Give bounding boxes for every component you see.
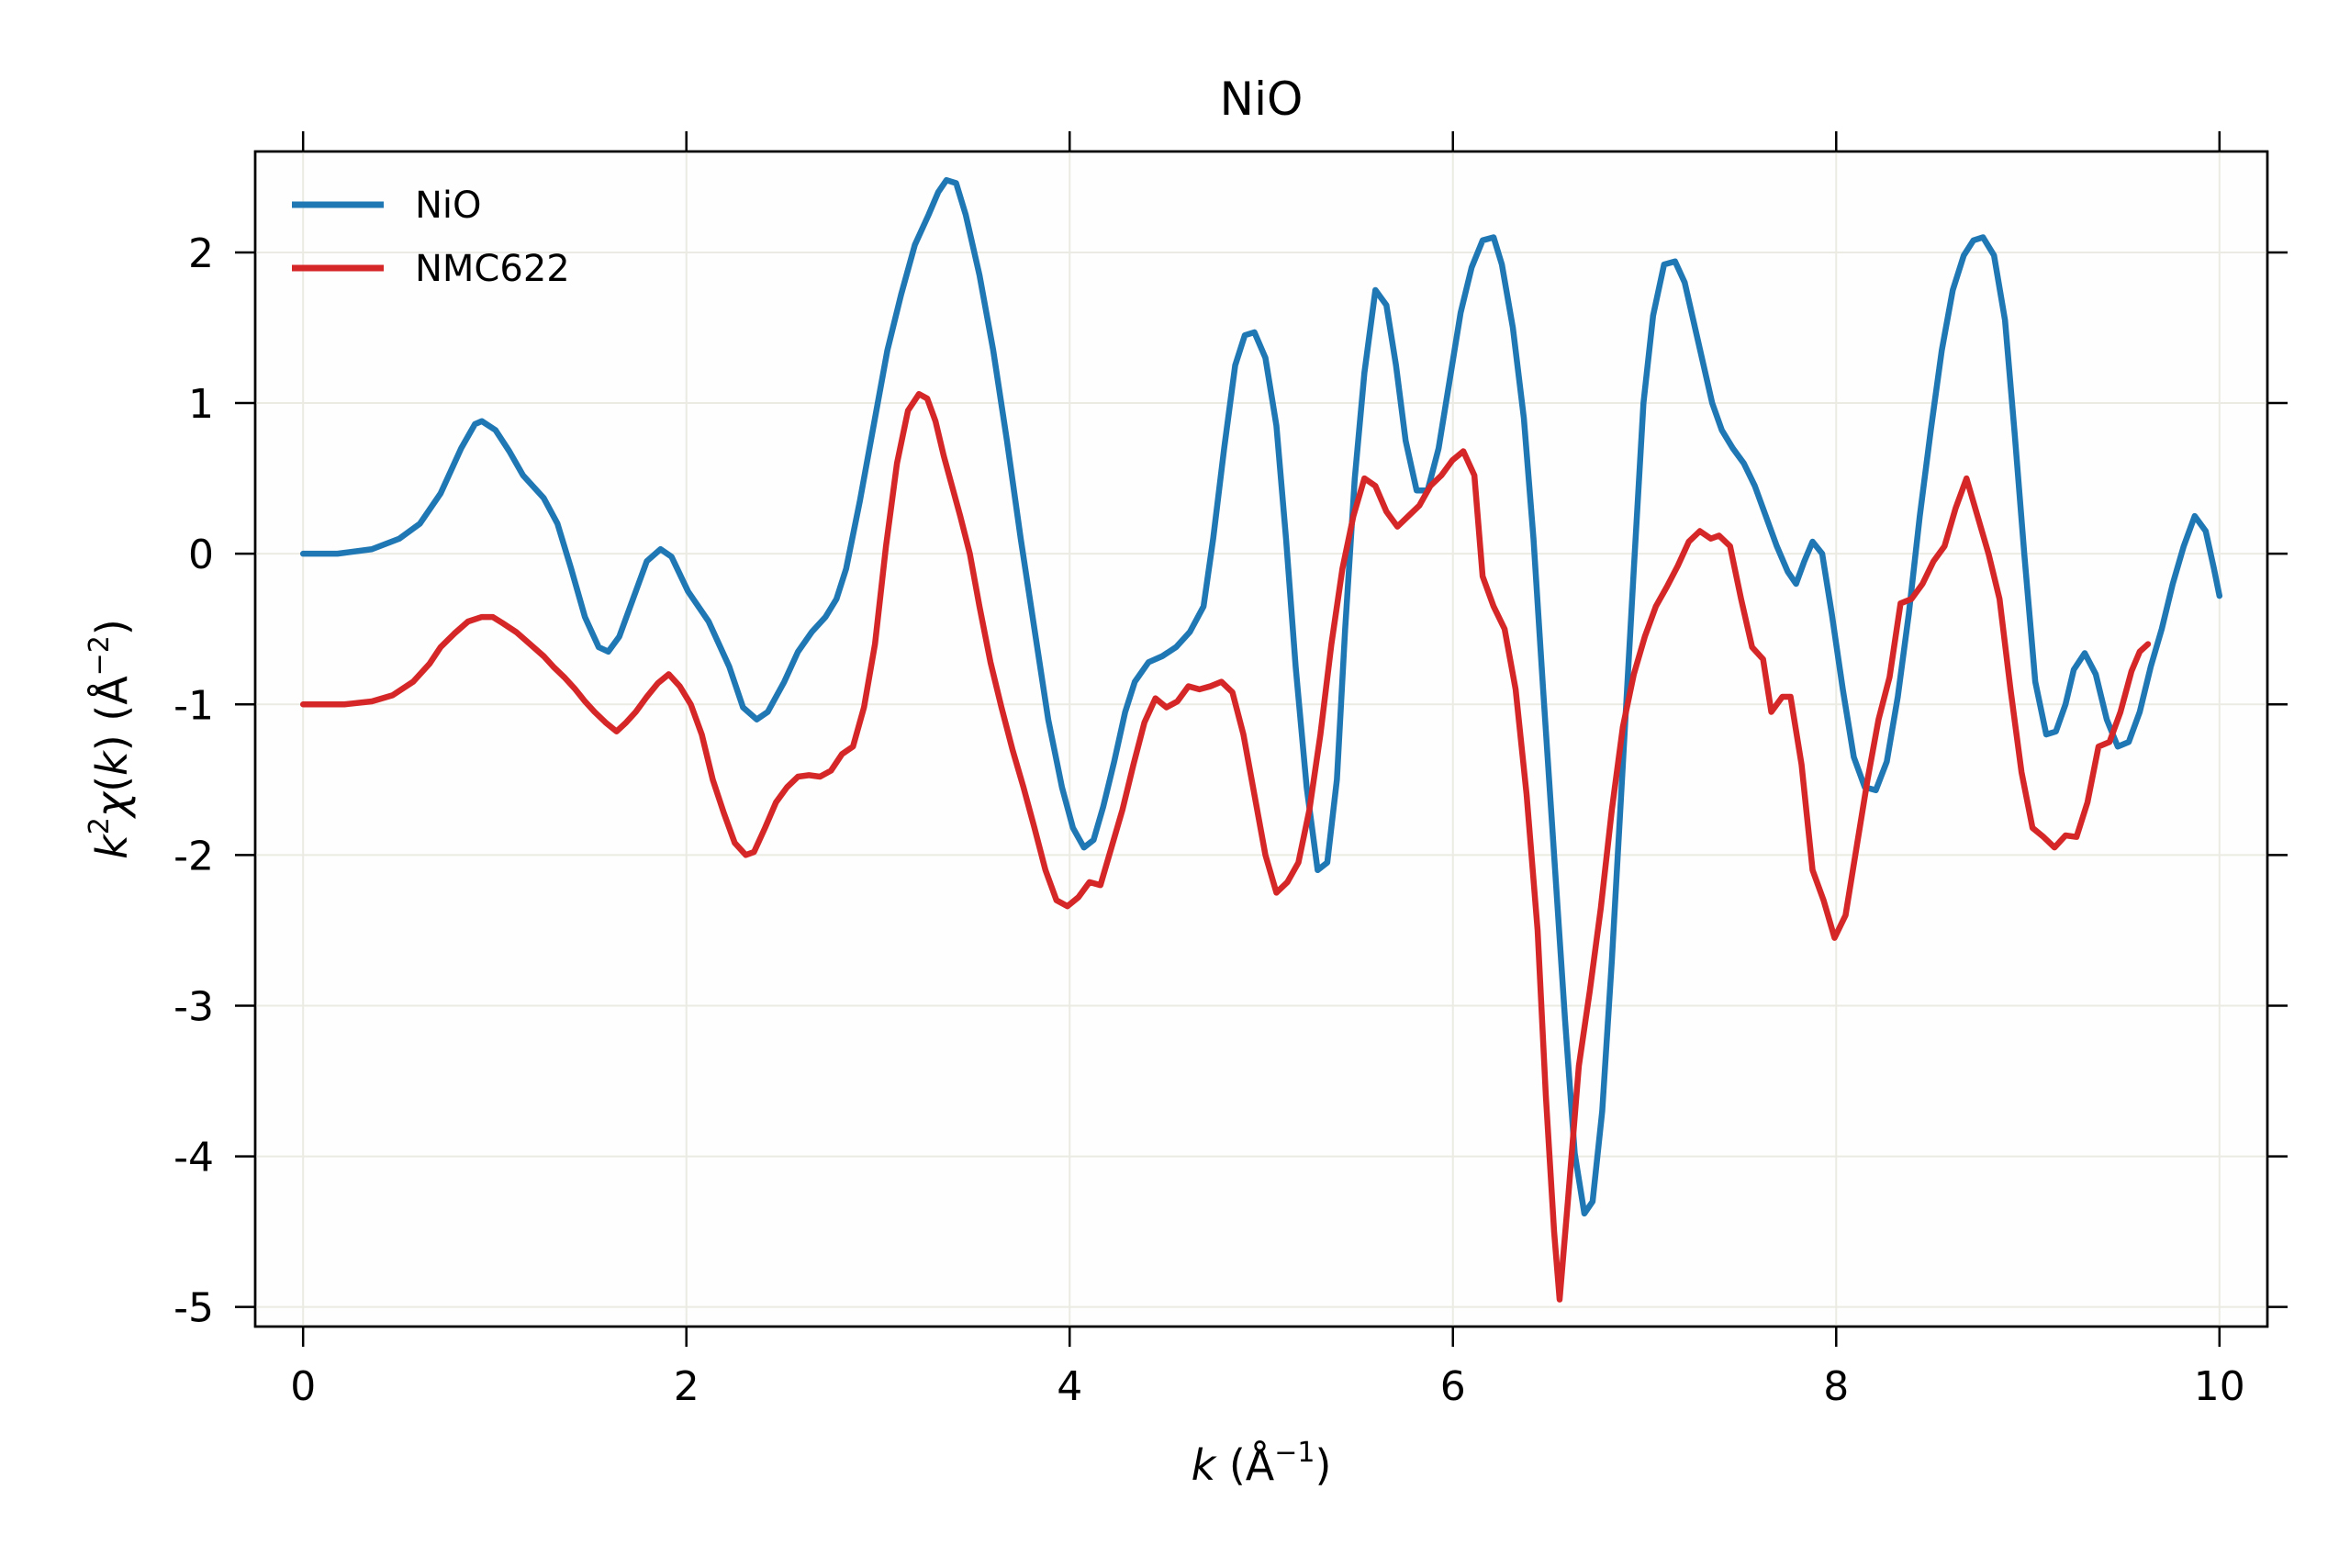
x-tick-label: 0: [290, 1363, 316, 1410]
y-tick-label: -1: [173, 682, 214, 729]
legend: NiO NMC622: [292, 185, 570, 290]
legend-label-nmc622: NMC622: [415, 248, 570, 290]
grid: [255, 151, 2267, 1327]
x-tick-label: 10: [2194, 1363, 2245, 1410]
x-tick-label: 6: [1440, 1363, 1466, 1410]
chart-title: NiO: [1220, 73, 1304, 126]
series-line-nio: [299, 176, 2223, 1217]
y-tick-label: -4: [173, 1135, 214, 1182]
legend-label-nio: NiO: [415, 185, 482, 227]
x-tick-label: 8: [1823, 1363, 1849, 1410]
x-tick-label: 2: [674, 1363, 699, 1410]
y-tick-label: 2: [188, 230, 214, 277]
x-axis-label: k (Å−1): [1192, 1437, 1332, 1490]
y-axis-label: k2χ(k) (Å−2): [84, 619, 137, 859]
axis-ticks: [235, 131, 2288, 1347]
plot-frame: [253, 150, 2269, 1328]
y-tick-label: 1: [188, 381, 214, 428]
y-tick-label: -2: [173, 833, 214, 879]
y-tick-label: -3: [173, 983, 214, 1030]
series-line-nmc622: [299, 390, 2152, 1303]
x-tick-label: 4: [1057, 1363, 1082, 1410]
series-lines: [299, 176, 2223, 1303]
plot-area: [253, 150, 2269, 1328]
y-tick-label: -5: [173, 1285, 214, 1332]
y-tick-label: 0: [188, 532, 214, 578]
